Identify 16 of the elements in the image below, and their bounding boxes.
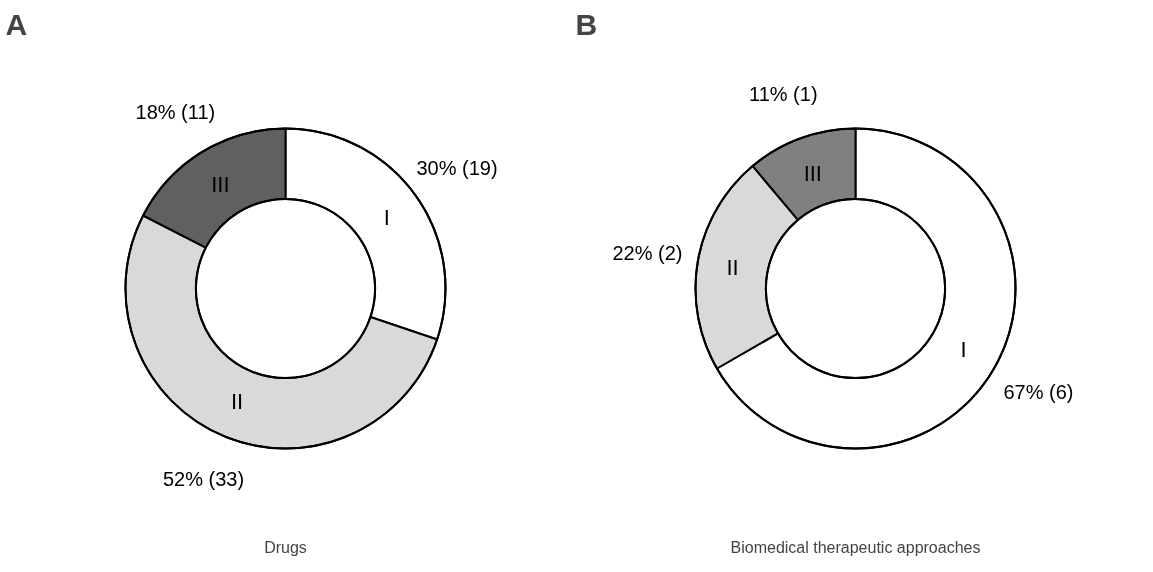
data-label: 11% (1) <box>748 83 818 106</box>
chart-title: B <box>575 7 598 41</box>
data-label: 18% (11) <box>135 100 216 123</box>
text: Drugs <box>264 538 307 556</box>
data-label: 52% (33) <box>162 468 245 491</box>
data-label: 22% (2) <box>612 241 683 264</box>
data-label: 30% (19) <box>416 156 498 179</box>
text: Biomedical therapeutic approaches <box>730 538 981 556</box>
slice-label: II <box>230 388 244 414</box>
slice-label: I <box>383 204 390 230</box>
data-label: 67% (6) <box>1003 380 1074 403</box>
slice-label: III <box>803 161 822 187</box>
chart-title: A <box>5 7 28 41</box>
slice-label: I <box>960 337 967 363</box>
slice-label: III <box>211 171 230 197</box>
slice-label: II <box>726 254 739 280</box>
